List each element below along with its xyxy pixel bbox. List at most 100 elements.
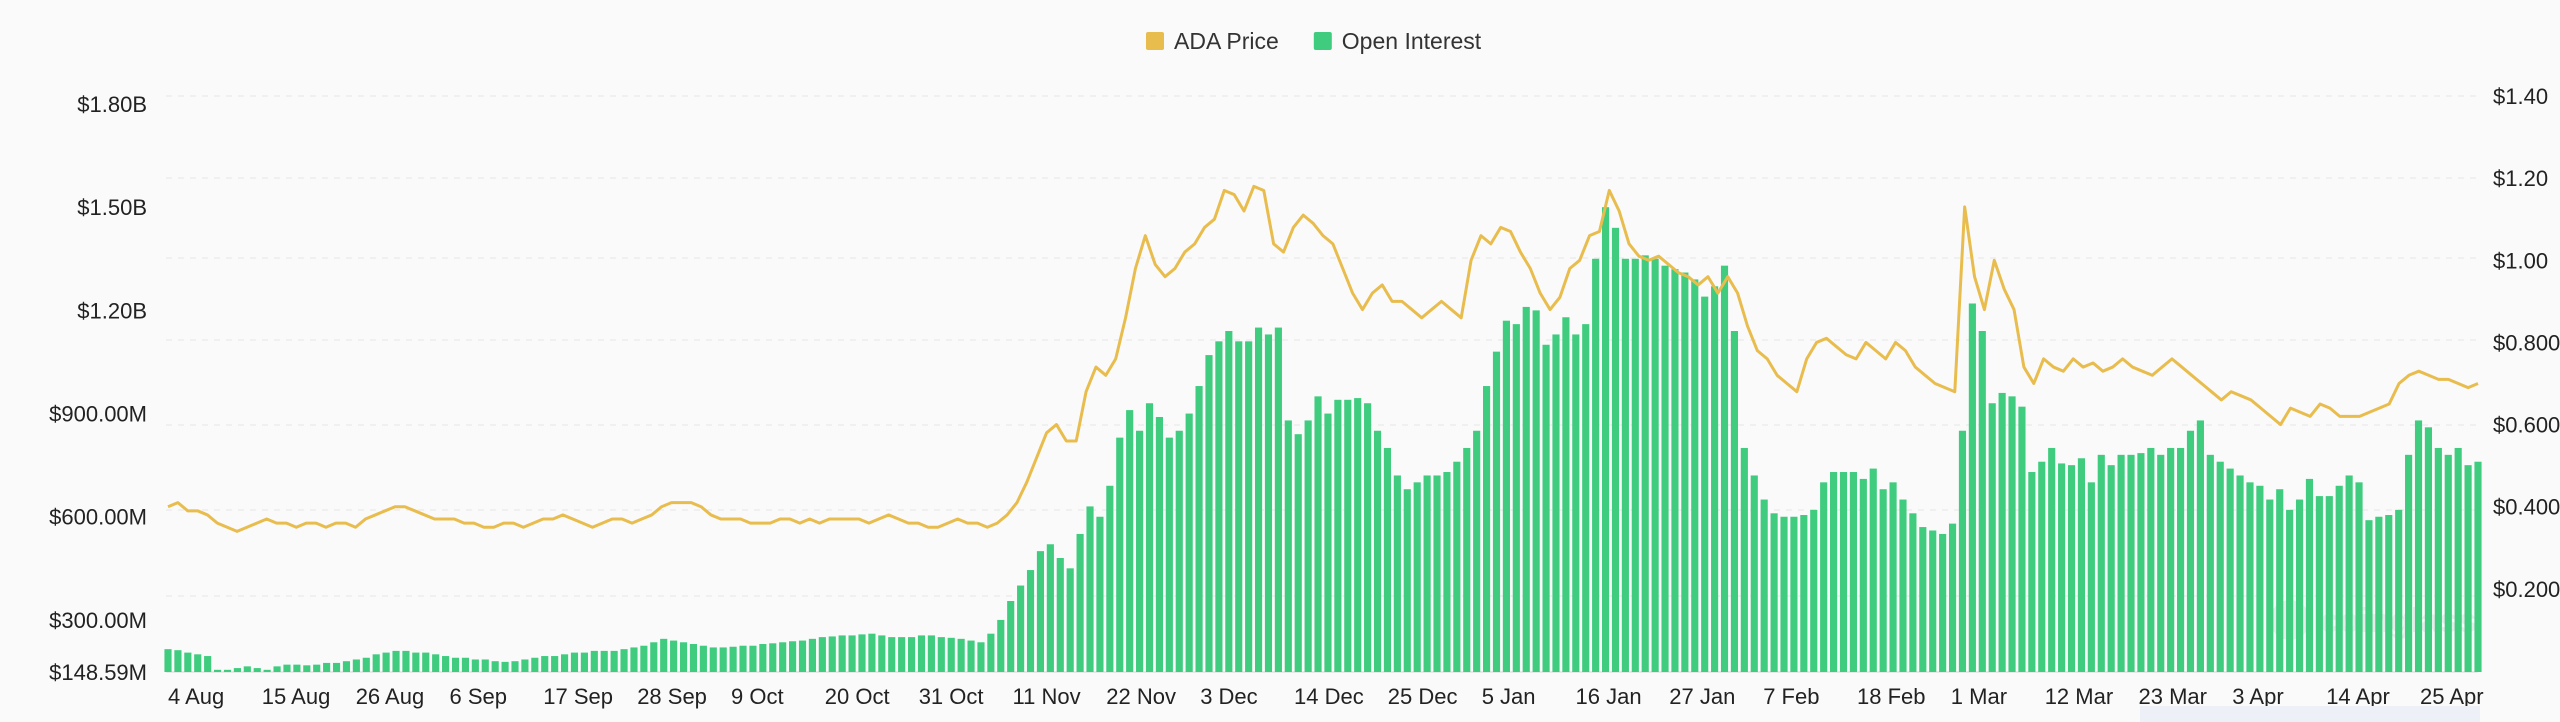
open-interest-bar[interactable] bbox=[1344, 399, 1352, 672]
open-interest-bar[interactable] bbox=[491, 661, 499, 672]
open-interest-bar[interactable] bbox=[828, 636, 836, 672]
open-interest-bar[interactable] bbox=[1066, 568, 1074, 672]
open-interest-bar[interactable] bbox=[1800, 515, 1808, 672]
open-interest-bar[interactable] bbox=[1909, 513, 1917, 672]
open-interest-bar[interactable] bbox=[1681, 272, 1689, 672]
open-interest-bar[interactable] bbox=[1364, 403, 1372, 672]
open-interest-bar[interactable] bbox=[2177, 447, 2185, 672]
open-interest-bar[interactable] bbox=[2206, 454, 2214, 672]
open-interest-bar[interactable] bbox=[1225, 331, 1233, 672]
open-interest-bar[interactable] bbox=[1254, 327, 1263, 672]
open-interest-bar[interactable] bbox=[1334, 399, 1342, 672]
open-interest-bar[interactable] bbox=[1046, 544, 1054, 672]
open-interest-bar[interactable] bbox=[561, 654, 569, 672]
open-interest-bar[interactable] bbox=[214, 669, 222, 672]
open-interest-bar[interactable] bbox=[342, 661, 351, 672]
open-interest-bar[interactable] bbox=[1512, 324, 1520, 672]
open-interest-bar[interactable] bbox=[1483, 386, 1491, 672]
open-interest-bar[interactable] bbox=[868, 633, 876, 672]
open-interest-bar[interactable] bbox=[1919, 527, 1927, 672]
open-interest-bar[interactable] bbox=[1790, 516, 1798, 672]
open-interest-bar[interactable] bbox=[2246, 482, 2254, 672]
open-interest-bar[interactable] bbox=[313, 664, 321, 672]
open-interest-bar[interactable] bbox=[759, 644, 767, 672]
open-interest-bar[interactable] bbox=[1958, 430, 1967, 672]
open-interest-bar[interactable] bbox=[1403, 489, 1411, 672]
open-interest-bar[interactable] bbox=[531, 657, 539, 672]
open-interest-bar[interactable] bbox=[997, 619, 1005, 672]
open-interest-bar[interactable] bbox=[223, 669, 232, 672]
open-interest-bar[interactable] bbox=[2355, 482, 2363, 672]
open-interest-bar[interactable] bbox=[402, 650, 410, 672]
open-interest-bar[interactable] bbox=[957, 638, 965, 672]
open-interest-bar[interactable] bbox=[1423, 475, 1431, 672]
open-interest-bar[interactable] bbox=[818, 637, 826, 672]
open-interest-bar[interactable] bbox=[1889, 482, 1897, 672]
open-interest-bar[interactable] bbox=[1383, 447, 1392, 672]
open-interest-bar[interactable] bbox=[2305, 478, 2314, 672]
open-interest-bar[interactable] bbox=[699, 645, 707, 672]
open-interest-bar[interactable] bbox=[848, 635, 856, 672]
open-interest-bar[interactable] bbox=[1195, 386, 1203, 672]
open-interest-bar[interactable] bbox=[2286, 509, 2294, 672]
range-selector-handle[interactable] bbox=[2140, 706, 2480, 722]
open-interest-bar[interactable] bbox=[1294, 434, 1302, 672]
open-interest-bar[interactable] bbox=[1076, 533, 1084, 672]
open-interest-bar[interactable] bbox=[2058, 463, 2066, 672]
open-interest-bar[interactable] bbox=[2216, 461, 2224, 672]
open-interest-bar[interactable] bbox=[1542, 344, 1550, 672]
open-interest-bar[interactable] bbox=[610, 650, 618, 672]
open-interest-bar[interactable] bbox=[1314, 396, 1322, 672]
open-interest-bar[interactable] bbox=[293, 664, 301, 672]
open-interest-bar[interactable] bbox=[2186, 430, 2195, 672]
open-interest-bar[interactable] bbox=[372, 654, 380, 672]
open-interest-bar[interactable] bbox=[511, 661, 519, 672]
open-interest-bar[interactable] bbox=[1136, 430, 1144, 672]
open-interest-bar[interactable] bbox=[1552, 334, 1560, 672]
open-interest-bar[interactable] bbox=[273, 666, 281, 672]
open-interest-bar[interactable] bbox=[2335, 485, 2343, 672]
open-interest-bar[interactable] bbox=[2276, 489, 2284, 672]
open-interest-bar[interactable] bbox=[769, 643, 777, 672]
open-interest-bar[interactable] bbox=[204, 656, 212, 672]
open-interest-bar[interactable] bbox=[2157, 454, 2165, 672]
open-interest-bar[interactable] bbox=[1155, 416, 1163, 672]
open-interest-bar[interactable] bbox=[541, 656, 549, 672]
open-interest-bar[interactable] bbox=[1443, 472, 1451, 672]
open-interest-bar[interactable] bbox=[233, 668, 241, 672]
open-interest-bar[interactable] bbox=[1810, 509, 1818, 672]
open-interest-bar[interactable] bbox=[461, 657, 469, 672]
open-interest-bar[interactable] bbox=[1978, 331, 1986, 672]
open-interest-bar[interactable] bbox=[660, 638, 668, 672]
open-interest-bar[interactable] bbox=[1899, 499, 1907, 672]
open-interest-bar[interactable] bbox=[1373, 430, 1382, 672]
open-interest-bar[interactable] bbox=[1730, 331, 1739, 672]
open-interest-bar[interactable] bbox=[2395, 509, 2403, 672]
open-interest-bar[interactable] bbox=[1086, 506, 1094, 672]
open-interest-bar[interactable] bbox=[2067, 465, 2076, 672]
open-interest-bar[interactable] bbox=[1701, 296, 1709, 672]
open-interest-bar[interactable] bbox=[2454, 447, 2462, 672]
open-interest-bar[interactable] bbox=[600, 650, 608, 672]
open-interest-bar[interactable] bbox=[2077, 458, 2085, 672]
open-interest-bar[interactable] bbox=[2295, 499, 2304, 672]
open-interest-bar[interactable] bbox=[432, 654, 440, 672]
open-interest-bar[interactable] bbox=[2167, 447, 2175, 672]
open-interest-bar[interactable] bbox=[1711, 286, 1719, 672]
open-interest-bar[interactable] bbox=[2028, 472, 2036, 672]
open-interest-bar[interactable] bbox=[1572, 334, 1580, 672]
open-interest-bar[interactable] bbox=[184, 652, 192, 672]
open-interest-bar[interactable] bbox=[303, 665, 311, 672]
open-interest-bar[interactable] bbox=[1929, 530, 1937, 673]
open-interest-bar[interactable] bbox=[2196, 420, 2204, 672]
open-interest-bar[interactable] bbox=[620, 649, 628, 672]
open-interest-bar[interactable] bbox=[1661, 265, 1669, 672]
open-interest-bar[interactable] bbox=[1463, 447, 1471, 672]
open-interest-bar[interactable] bbox=[1948, 523, 1957, 672]
open-interest-bar[interactable] bbox=[253, 668, 261, 672]
open-interest-bar[interactable] bbox=[501, 661, 509, 672]
open-interest-bar[interactable] bbox=[1849, 472, 1857, 672]
open-interest-bar[interactable] bbox=[709, 647, 717, 672]
open-interest-bar[interactable] bbox=[551, 656, 559, 672]
open-interest-bar[interactable] bbox=[1780, 516, 1788, 672]
